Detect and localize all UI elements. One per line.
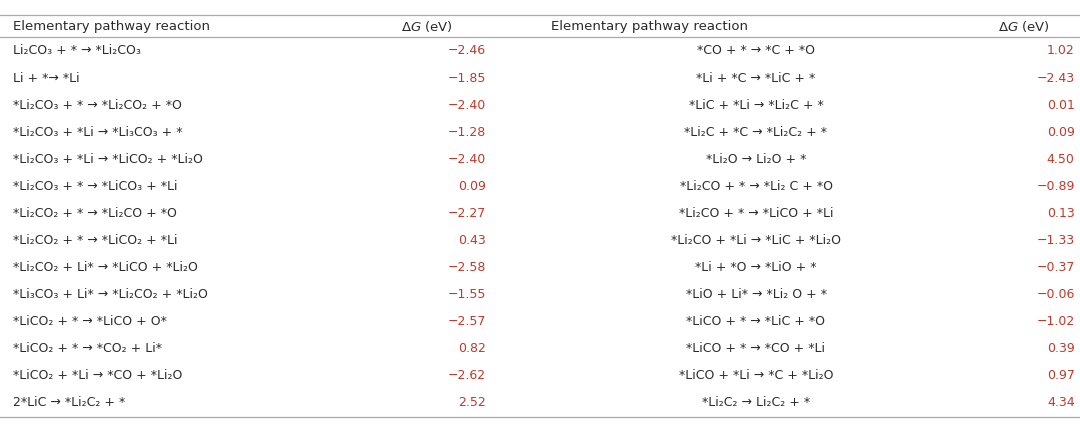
Text: *LiCO + * → *LiC + *O: *LiCO + * → *LiC + *O xyxy=(687,315,825,328)
Text: *Li₂CO₃ + * → *Li₂CO₂ + *O: *Li₂CO₃ + * → *Li₂CO₂ + *O xyxy=(13,99,181,112)
Text: *Li₂CO₃ + *Li → *Li₃CO₃ + *: *Li₂CO₃ + *Li → *Li₃CO₃ + * xyxy=(13,126,183,139)
Text: *Li + *C → *LiC + *: *Li + *C → *LiC + * xyxy=(697,71,815,85)
Text: *Li + *O → *LiO + *: *Li + *O → *LiO + * xyxy=(696,261,816,274)
Text: 4.50: 4.50 xyxy=(1047,153,1075,166)
Text: −2.62: −2.62 xyxy=(448,369,486,382)
Text: *Li₂CO₂ + * → *LiCO₂ + *Li: *Li₂CO₂ + * → *LiCO₂ + *Li xyxy=(13,234,177,247)
Text: 0.43: 0.43 xyxy=(458,234,486,247)
Text: −2.40: −2.40 xyxy=(448,99,486,112)
Text: −1.28: −1.28 xyxy=(448,126,486,139)
Text: *Li₂CO₂ + * → *Li₂CO + *O: *Li₂CO₂ + * → *Li₂CO + *O xyxy=(13,207,177,220)
Text: Li₂CO₃ + * → *Li₂CO₃: Li₂CO₃ + * → *Li₂CO₃ xyxy=(13,45,140,57)
Text: $\Delta G$ (eV): $\Delta G$ (eV) xyxy=(998,19,1050,34)
Text: $\Delta G$ (eV): $\Delta G$ (eV) xyxy=(401,19,453,34)
Text: Li + *→ *Li: Li + *→ *Li xyxy=(13,71,80,85)
Text: 0.01: 0.01 xyxy=(1047,99,1075,112)
Text: 1.02: 1.02 xyxy=(1047,45,1075,57)
Text: *Li₂CO + * → *Li₂ C + *O: *Li₂CO + * → *Li₂ C + *O xyxy=(679,180,833,193)
Text: −2.58: −2.58 xyxy=(447,261,486,274)
Text: *LiCO + *Li → *C + *Li₂O: *LiCO + *Li → *C + *Li₂O xyxy=(678,369,834,382)
Text: 0.13: 0.13 xyxy=(1047,207,1075,220)
Text: −0.37: −0.37 xyxy=(1036,261,1075,274)
Text: −0.06: −0.06 xyxy=(1036,288,1075,301)
Text: *LiCO₂ + * → *LiCO + O*: *LiCO₂ + * → *LiCO + O* xyxy=(13,315,166,328)
Text: −1.55: −1.55 xyxy=(447,288,486,301)
Text: *Li₂O → Li₂O + *: *Li₂O → Li₂O + * xyxy=(706,153,806,166)
Text: Elementary pathway reaction: Elementary pathway reaction xyxy=(13,20,210,33)
Text: *CO + * → *C + *O: *CO + * → *C + *O xyxy=(697,45,815,57)
Text: *Li₂CO₂ + Li* → *LiCO + *Li₂O: *Li₂CO₂ + Li* → *LiCO + *Li₂O xyxy=(13,261,198,274)
Text: −2.46: −2.46 xyxy=(448,45,486,57)
Text: *Li₂CO + * → *LiCO + *Li: *Li₂CO + * → *LiCO + *Li xyxy=(678,207,834,220)
Text: −0.89: −0.89 xyxy=(1036,180,1075,193)
Text: *LiCO₂ + * → *CO₂ + Li*: *LiCO₂ + * → *CO₂ + Li* xyxy=(13,342,162,355)
Text: 0.09: 0.09 xyxy=(1047,126,1075,139)
Text: 0.09: 0.09 xyxy=(458,180,486,193)
Text: *Li₂CO₃ + *Li → *LiCO₂ + *Li₂O: *Li₂CO₃ + *Li → *LiCO₂ + *Li₂O xyxy=(13,153,203,166)
Text: 0.82: 0.82 xyxy=(458,342,486,355)
Text: 0.39: 0.39 xyxy=(1047,342,1075,355)
Text: 2*LiC → *Li₂C₂ + *: 2*LiC → *Li₂C₂ + * xyxy=(13,397,125,409)
Text: 2.52: 2.52 xyxy=(458,397,486,409)
Text: *LiO + Li* → *Li₂ O + *: *LiO + Li* → *Li₂ O + * xyxy=(686,288,826,301)
Text: −1.85: −1.85 xyxy=(447,71,486,85)
Text: *LiCO + * → *CO + *Li: *LiCO + * → *CO + *Li xyxy=(687,342,825,355)
Text: *LiCO₂ + *Li → *CO + *Li₂O: *LiCO₂ + *Li → *CO + *Li₂O xyxy=(13,369,183,382)
Text: −2.27: −2.27 xyxy=(448,207,486,220)
Text: −1.33: −1.33 xyxy=(1037,234,1075,247)
Text: *Li₃CO₃ + Li* → *Li₂CO₂ + *Li₂O: *Li₃CO₃ + Li* → *Li₂CO₂ + *Li₂O xyxy=(13,288,207,301)
Text: *Li₂C + *C → *Li₂C₂ + *: *Li₂C + *C → *Li₂C₂ + * xyxy=(685,126,827,139)
Text: Elementary pathway reaction: Elementary pathway reaction xyxy=(551,20,747,33)
Text: −2.43: −2.43 xyxy=(1037,71,1075,85)
Text: *Li₂CO₃ + * → *LiCO₃ + *Li: *Li₂CO₃ + * → *LiCO₃ + *Li xyxy=(13,180,177,193)
Text: 4.34: 4.34 xyxy=(1047,397,1075,409)
Text: *LiC + *Li → *Li₂C + *: *LiC + *Li → *Li₂C + * xyxy=(689,99,823,112)
Text: −2.57: −2.57 xyxy=(447,315,486,328)
Text: 0.97: 0.97 xyxy=(1047,369,1075,382)
Text: *Li₂CO + *Li → *LiC + *Li₂O: *Li₂CO + *Li → *LiC + *Li₂O xyxy=(671,234,841,247)
Text: −2.40: −2.40 xyxy=(448,153,486,166)
Text: *Li₂C₂ → Li₂C₂ + *: *Li₂C₂ → Li₂C₂ + * xyxy=(702,397,810,409)
Text: −1.02: −1.02 xyxy=(1037,315,1075,328)
